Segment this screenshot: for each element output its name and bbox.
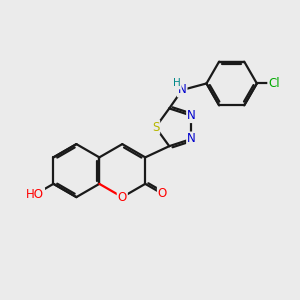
Text: O: O bbox=[158, 187, 167, 200]
Text: N: N bbox=[187, 133, 196, 146]
Text: N: N bbox=[187, 109, 196, 122]
Text: N: N bbox=[178, 83, 187, 97]
Text: Cl: Cl bbox=[268, 77, 280, 90]
Text: H: H bbox=[173, 79, 181, 88]
Text: HO: HO bbox=[26, 188, 44, 201]
Text: S: S bbox=[152, 121, 159, 134]
Text: O: O bbox=[118, 190, 127, 204]
